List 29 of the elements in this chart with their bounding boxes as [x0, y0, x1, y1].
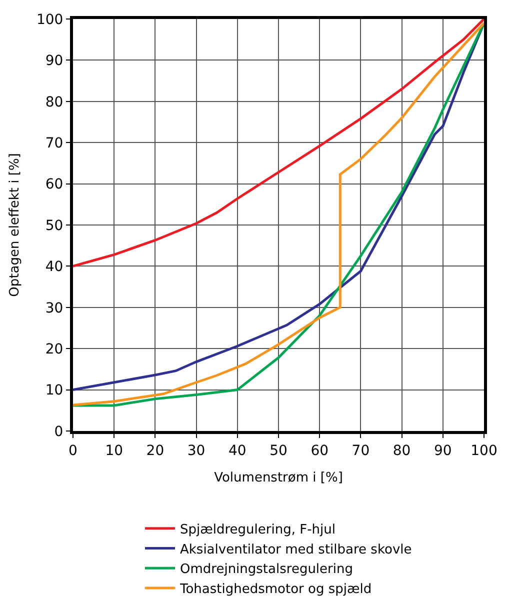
legend-label: Tohastighedsmotor og spjæld: [179, 582, 372, 598]
legend-label: Omdrejningstalsregulering: [180, 562, 353, 578]
y-tick-label: 40: [45, 259, 64, 276]
y-tick-label: 20: [45, 342, 64, 358]
legend-label: Aksialventilator med stilbare skovle: [180, 542, 412, 558]
y-tick-label: 10: [45, 382, 64, 399]
x-tick-label: 40: [228, 442, 246, 459]
x-tick-label: 30: [187, 442, 206, 459]
x-tick-label: 50: [270, 442, 288, 459]
x-tick-label: 80: [392, 442, 411, 459]
y-axis-title: Optagen eleffekt i [%]: [7, 153, 22, 297]
y-tick-label: 60: [45, 176, 64, 193]
x-tick-label: 10: [105, 442, 124, 459]
x-tick-label: 70: [352, 442, 370, 459]
x-tick-label: 90: [434, 442, 452, 459]
y-tick-label: 30: [45, 300, 64, 316]
x-tick-label: 60: [310, 442, 329, 459]
y-tick-label: 90: [45, 53, 64, 70]
x-tick-label: 100: [470, 442, 498, 459]
x-tick-label: 0: [68, 442, 78, 459]
x-tick-label: 20: [146, 442, 164, 459]
y-tick-label: 50: [45, 218, 64, 234]
y-tick-label: 70: [45, 136, 64, 152]
line-series: [73, 19, 484, 268]
y-tick-label: 80: [45, 94, 64, 110]
x-axis-title: Volumenstrøm i [%]: [214, 470, 343, 486]
y-tick-label: 0: [54, 424, 64, 440]
legend-label: Spjældregulering, F-hjul: [180, 522, 336, 538]
y-tick-label: 100: [36, 12, 64, 28]
